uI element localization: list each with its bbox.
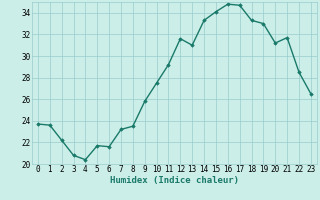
X-axis label: Humidex (Indice chaleur): Humidex (Indice chaleur): [110, 176, 239, 185]
